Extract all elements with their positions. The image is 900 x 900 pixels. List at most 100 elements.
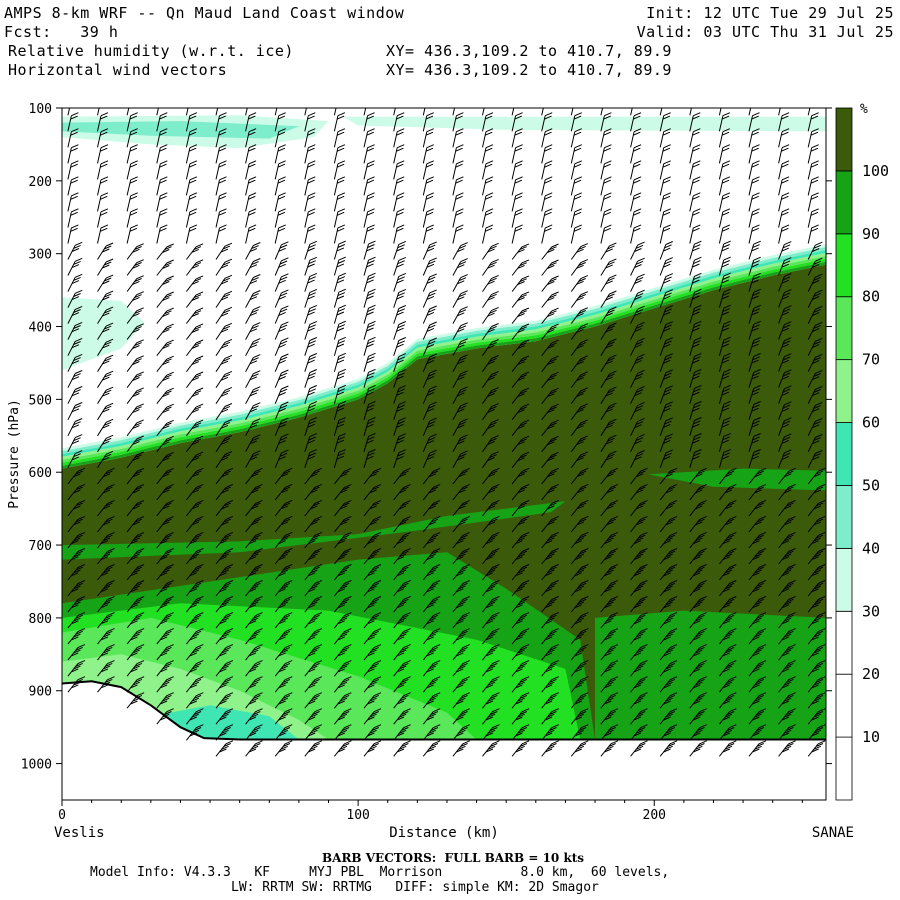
wind-barb	[541, 692, 559, 709]
wind-barb	[363, 676, 382, 693]
valid-time: Valid: 03 UTC Thu 31 Jul 25	[636, 23, 894, 41]
wind-barb	[363, 483, 382, 501]
wind-barb	[511, 387, 530, 405]
wind-barb	[807, 369, 823, 388]
wind-barb	[630, 628, 648, 645]
wind-barb	[67, 515, 86, 533]
wind-barb	[748, 449, 761, 468]
wind-barb	[689, 449, 702, 468]
wind-barb	[245, 108, 248, 116]
wind-barb	[807, 450, 823, 469]
wind-barb	[393, 240, 406, 260]
wind-barb	[748, 433, 761, 452]
wind-barb	[748, 724, 767, 741]
wind-barb	[778, 692, 796, 709]
wind-barb	[659, 241, 673, 260]
wind-barb	[186, 628, 204, 645]
wind-barb	[541, 451, 559, 469]
y-tick-label: 100	[29, 102, 52, 117]
wind-barb	[97, 370, 114, 388]
wind-barb	[126, 419, 144, 437]
wind-barb	[215, 676, 234, 693]
wind-barb	[97, 274, 114, 292]
wind-barb	[67, 612, 86, 629]
wind-barb	[393, 628, 411, 645]
wind-barb	[393, 224, 405, 244]
wind-barb	[778, 289, 792, 308]
wind-barb	[363, 272, 376, 292]
wind-barb	[689, 108, 692, 116]
wind-barb	[630, 660, 648, 677]
wind-barb	[570, 596, 589, 613]
wind-barb	[245, 676, 263, 693]
wind-barb	[334, 692, 352, 709]
wind-barb	[600, 144, 612, 164]
wind-barb	[630, 612, 648, 629]
wind-barb	[304, 401, 317, 420]
wind-barb	[689, 612, 707, 629]
wind-barb	[67, 112, 79, 132]
wind-barb	[718, 336, 731, 356]
wind-barb	[67, 402, 83, 421]
wind-barb	[659, 628, 678, 645]
wind-barb	[393, 548, 411, 565]
colorbar-bin	[835, 296, 853, 361]
wind-barb	[659, 257, 673, 276]
wind-barb	[570, 483, 589, 501]
wind-barb	[689, 272, 702, 292]
wind-barb	[215, 499, 234, 517]
wind-barb	[452, 242, 468, 260]
wind-barb	[452, 548, 470, 565]
wind-barb	[126, 451, 144, 469]
wind-barb	[482, 564, 500, 581]
wind-barb	[689, 224, 701, 244]
wind-barb	[659, 676, 678, 693]
wind-barb	[748, 515, 767, 533]
wind-barb	[245, 499, 263, 517]
wind-barb	[718, 256, 731, 276]
wind-barb	[778, 385, 792, 404]
wind-barb	[274, 499, 293, 517]
wind-barb	[748, 336, 761, 356]
wind-barb	[778, 499, 796, 517]
wind-barb	[452, 370, 468, 388]
wind-barb	[452, 176, 464, 196]
x-tick-label: 0	[58, 808, 66, 823]
wind-barb	[185, 192, 198, 212]
wind-barb	[156, 208, 168, 228]
wind-barb	[659, 548, 678, 565]
wind-barb	[482, 483, 500, 501]
wind-barb	[541, 403, 559, 421]
wind-barb	[363, 240, 376, 260]
wind-barb	[393, 467, 411, 485]
wind-barb	[363, 320, 376, 340]
wind-barb	[482, 176, 494, 196]
wind-barb	[659, 644, 678, 661]
wind-barb	[156, 243, 174, 260]
wind-barb	[482, 371, 499, 388]
wind-barb	[689, 112, 701, 132]
wind-barb	[630, 305, 645, 324]
wind-barb	[97, 531, 115, 549]
wind-barb	[541, 499, 559, 517]
wind-barb	[511, 451, 530, 469]
wind-barb	[126, 403, 144, 421]
wind-barb	[97, 450, 114, 469]
wind-barb	[659, 305, 673, 324]
wind-barb	[126, 612, 145, 629]
wind-barb	[541, 208, 553, 228]
wind-barb	[126, 192, 138, 212]
wind-barb	[689, 580, 707, 597]
wind-barb	[422, 449, 437, 469]
wind-barb	[570, 355, 588, 372]
rh-upper-core	[62, 121, 299, 139]
wind-barb	[126, 387, 144, 404]
wind-barb	[304, 108, 307, 116]
wind-barb	[245, 483, 263, 501]
wind-barb	[185, 224, 198, 244]
wind-barb	[600, 740, 619, 757]
colorbar-label: 20	[862, 665, 880, 683]
wind-barb	[718, 368, 731, 388]
wind-barb	[718, 108, 722, 116]
wind-barb	[452, 676, 470, 693]
